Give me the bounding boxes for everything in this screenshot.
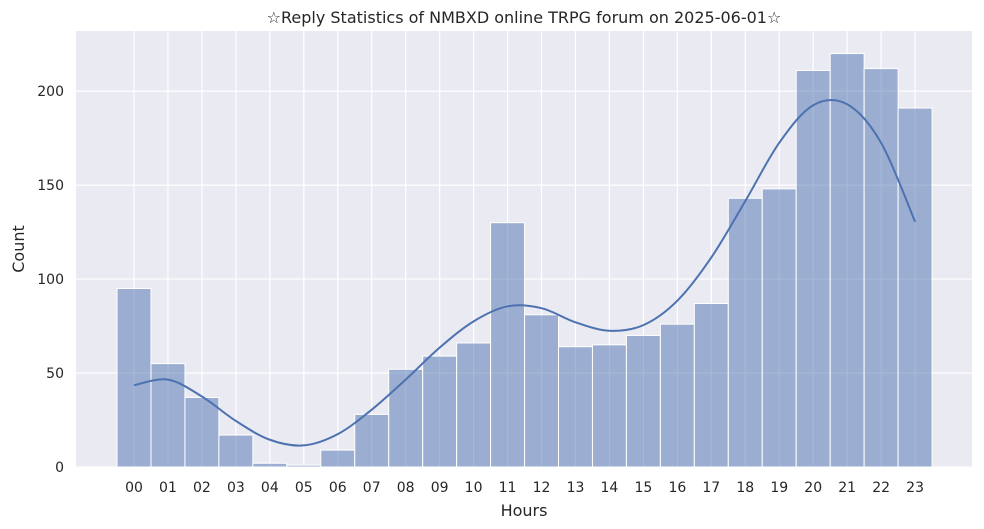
bar-hour-12 [524, 314, 559, 468]
x-axis-title: Hours [501, 501, 548, 520]
bar-hour-16 [659, 323, 695, 468]
bar-hour-15 [625, 334, 661, 468]
bar-hour-23 [897, 107, 933, 468]
x-tick-label: 00 [125, 480, 143, 496]
x-tick-label: 05 [295, 480, 313, 496]
bar-hour-08 [388, 368, 424, 468]
x-tick-label: 21 [838, 480, 856, 496]
y-axis-title: Count [9, 225, 28, 273]
x-tick-label: 13 [567, 480, 585, 496]
x-tick-label: 06 [329, 480, 347, 496]
bar-hour-06 [320, 449, 356, 468]
x-tick-label: 10 [465, 480, 483, 496]
y-tick-label: 200 [37, 84, 64, 100]
x-tick-label: 15 [634, 480, 652, 496]
x-tick-label: 07 [363, 480, 381, 496]
x-tick-label: 01 [159, 480, 177, 496]
kde-curve [133, 99, 916, 447]
bar-hour-19 [761, 188, 797, 468]
x-tick-label: 23 [906, 480, 924, 496]
bar-hour-00 [116, 287, 152, 468]
x-tick-label: 09 [431, 480, 449, 496]
y-tick-label: 150 [37, 178, 64, 194]
bar-hour-20 [795, 69, 831, 468]
bar-hour-14 [591, 344, 627, 468]
y-tick-label: 100 [37, 272, 64, 288]
bar-hour-05 [286, 464, 322, 468]
bar-hour-11 [490, 222, 526, 468]
x-tick-label: 04 [261, 480, 279, 496]
x-tick-label: 18 [736, 480, 754, 496]
x-tick-label: 17 [702, 480, 720, 496]
y-tick-label: 0 [55, 460, 64, 476]
bar-hour-13 [558, 346, 593, 468]
bars [116, 53, 933, 468]
bar-hour-21 [829, 53, 865, 468]
y-axis-ticks: 0 50 100 150 200 [37, 84, 64, 476]
chart-title: ☆Reply Statistics of NMBXD online TRPG f… [267, 8, 782, 27]
bar-hour-04 [252, 462, 288, 468]
x-tick-label: 12 [533, 480, 551, 496]
bar-hour-10 [456, 342, 492, 468]
bar-hour-17 [693, 303, 729, 468]
bar-hour-09 [422, 355, 458, 468]
y-tick-label: 50 [46, 366, 64, 382]
x-tick-label: 22 [872, 480, 890, 496]
x-tick-label: 16 [668, 480, 686, 496]
x-axis-ticks: 00 01 02 03 04 05 06 07 08 09 10 11 12 13 14 15 16 17 18 19… [125, 480, 924, 496]
x-tick-label: 20 [804, 480, 822, 496]
bar-hour-03 [218, 434, 254, 468]
x-tick-label: 02 [193, 480, 211, 496]
x-tick-label: 14 [601, 480, 619, 496]
bar-hour-18 [727, 197, 763, 468]
x-tick-label: 08 [397, 480, 415, 496]
x-tick-label: 03 [227, 480, 245, 496]
bar-hour-07 [354, 413, 390, 468]
x-tick-label: 19 [770, 480, 788, 496]
x-tick-label: 11 [499, 480, 517, 496]
bar-hour-02 [184, 396, 220, 468]
bar-hour-22 [863, 68, 899, 468]
